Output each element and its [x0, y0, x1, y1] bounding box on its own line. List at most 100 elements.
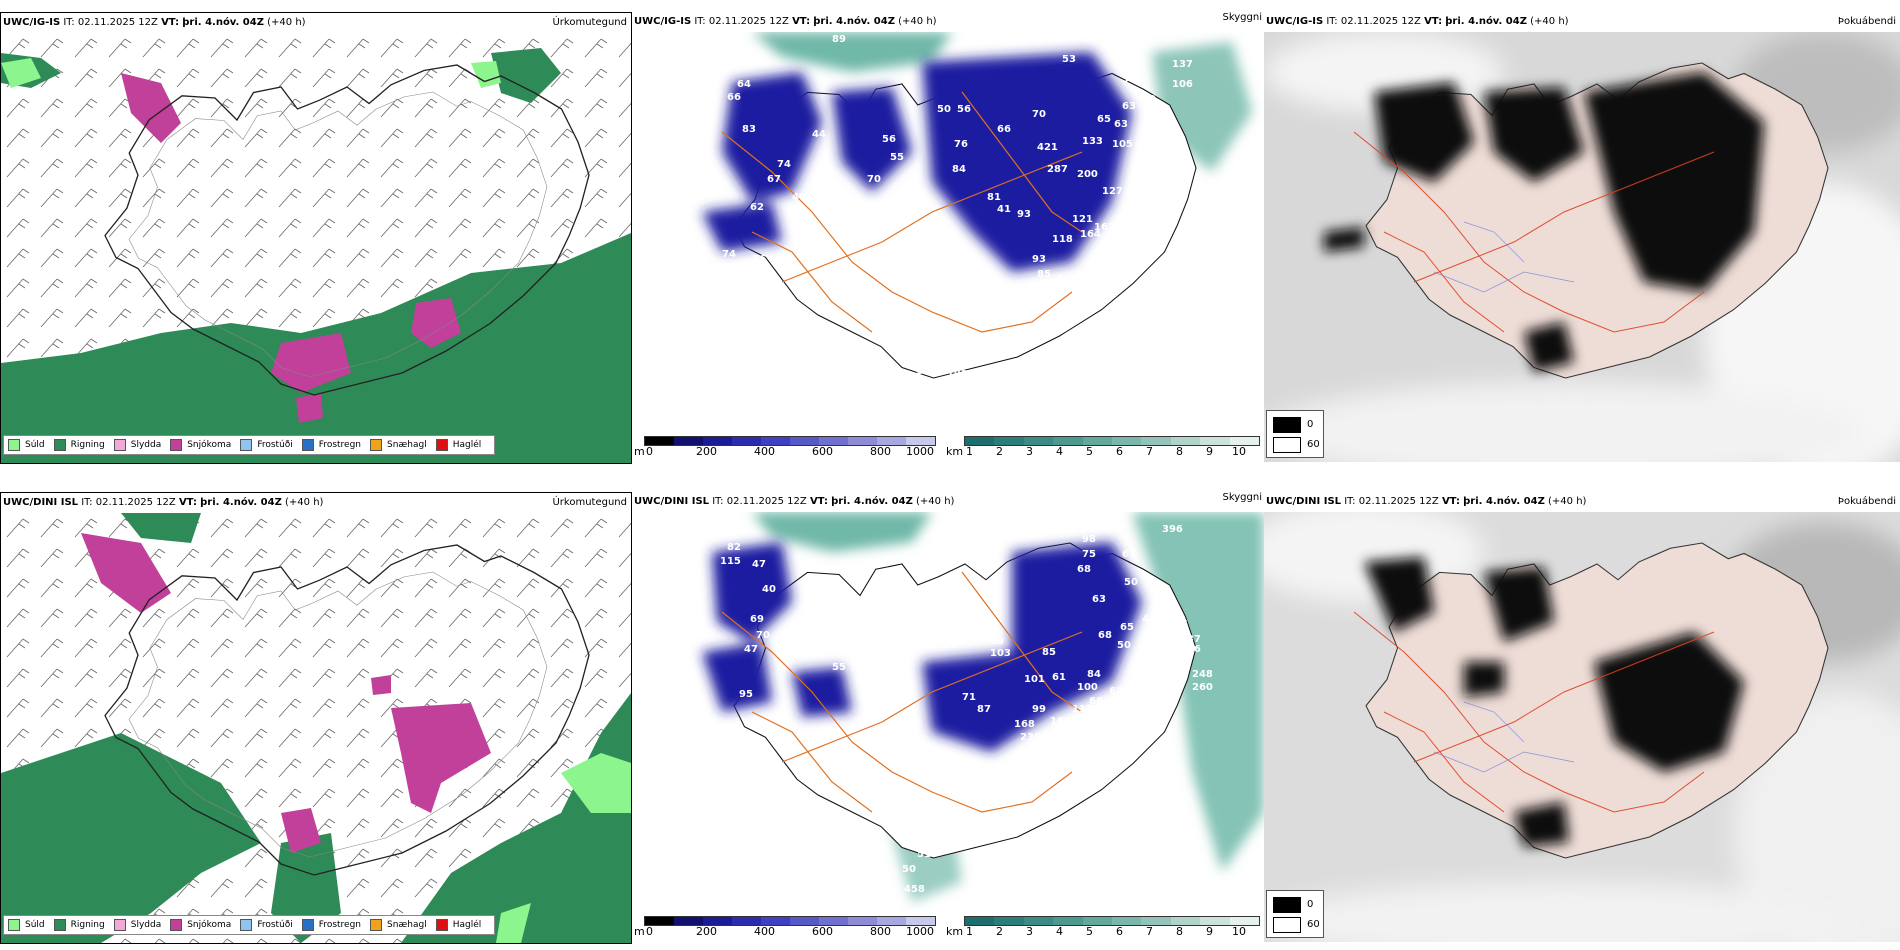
svg-text:40: 40 [762, 584, 776, 595]
svg-text:66: 66 [997, 124, 1011, 135]
panel-title: Úrkomutegund [552, 17, 627, 28]
svg-text:76: 76 [954, 139, 968, 150]
height-colorbar: m 0 200 400 600 800 1000 [634, 436, 938, 458]
svg-text:84: 84 [942, 640, 956, 651]
snow-area [121, 73, 461, 423]
precip-map [1, 33, 631, 463]
svg-text:47: 47 [752, 559, 766, 570]
color-cell [877, 437, 906, 445]
valid-time: þri. 4.nóv. 04Z [200, 497, 282, 508]
color-cell [1082, 917, 1113, 925]
colorbar-tick: 8 [1176, 925, 1183, 938]
legend-item: Snæhagl [370, 439, 427, 451]
svg-text:162: 162 [1094, 222, 1115, 233]
svg-text:53: 53 [1062, 54, 1076, 65]
svg-text:98: 98 [1082, 534, 1096, 545]
legend-item: Slydda [113, 919, 161, 931]
svg-text:121: 121 [1072, 214, 1093, 225]
svg-text:271: 271 [1030, 754, 1051, 765]
color-cell [877, 917, 906, 925]
color-cell [1141, 917, 1171, 925]
svg-text:82: 82 [727, 542, 741, 553]
svg-text:61: 61 [1052, 672, 1066, 683]
fog-map [1264, 32, 1900, 462]
legend-item: Haglél [435, 439, 481, 451]
fog-swatch-light [1273, 437, 1301, 453]
fog-swatch-light [1273, 917, 1301, 933]
svg-text:59: 59 [894, 607, 908, 618]
legend-item: Rigning [53, 919, 105, 931]
svg-text:248: 248 [1192, 669, 1213, 680]
colorbar-tick: 3 [1026, 445, 1033, 458]
drizzle-area [496, 753, 631, 943]
color-cell [1082, 437, 1113, 445]
fog-dark-area [1364, 557, 1744, 847]
color-cell [1023, 437, 1054, 445]
svg-text:44: 44 [812, 129, 826, 140]
precip-legend: Súld Rigning Slydda Snjókoma Frostúði Fr… [3, 915, 496, 935]
svg-text:50: 50 [1124, 577, 1138, 588]
low-ceiling-area [702, 542, 1142, 752]
valid-time: þri. 4.nóv. 04Z [182, 17, 264, 28]
svg-text:83: 83 [742, 124, 756, 135]
color-cell [848, 437, 877, 445]
colorbar-tick: 400 [754, 925, 775, 938]
svg-text:117: 117 [1072, 704, 1093, 715]
colorbar-tick: 400 [754, 445, 775, 458]
colorbar-tick: 3 [1026, 925, 1033, 938]
svg-text:130: 130 [1127, 186, 1148, 197]
svg-text:59: 59 [1142, 94, 1156, 105]
colorbar-unit: km [946, 445, 964, 458]
svg-text:1: 1 [1142, 234, 1149, 245]
svg-text:50: 50 [1117, 640, 1131, 651]
panel-header: UWC/DINI ISL IT: 02.11.2025 12Z VT: þri.… [634, 496, 955, 507]
legend-item: Frostregn [301, 919, 361, 931]
legend-item: Frostúði [240, 439, 293, 451]
colorbar-tick: 9 [1206, 445, 1213, 458]
color-cell [645, 437, 674, 445]
fog-legend: 0 60 [1266, 890, 1324, 938]
svg-text:66: 66 [1089, 696, 1103, 707]
color-cell [790, 437, 819, 445]
svg-text:99: 99 [1032, 704, 1046, 715]
svg-text:51: 51 [917, 849, 931, 860]
colorbar-tick: 7 [1146, 925, 1153, 938]
svg-text:65: 65 [1097, 114, 1111, 125]
svg-text:123: 123 [1127, 204, 1148, 215]
colorbar-tick: 2 [996, 925, 1003, 938]
svg-text:115: 115 [720, 556, 741, 567]
panel-header: UWC/DINI ISL IT: 02.11.2025 12Z VT: þri.… [1266, 496, 1587, 507]
color-cell [906, 437, 935, 445]
panel-title: Þokuábendi [1837, 16, 1896, 27]
svg-text:63: 63 [1092, 594, 1106, 605]
svg-text:137: 137 [1172, 59, 1193, 70]
svg-text:230: 230 [1020, 732, 1041, 743]
colorbar-tick: 5 [1086, 445, 1093, 458]
ceiling-labels: 89 53 137 64 106 66 50 59 63 83 50 56 70… [722, 34, 1193, 405]
color-cell [994, 437, 1024, 445]
svg-text:237: 237 [1180, 634, 1201, 645]
svg-text:100: 100 [1112, 222, 1133, 233]
svg-text:56: 56 [957, 104, 971, 115]
ceiling-panel-row1: UWC/IG-IS IT: 02.11.2025 12Z VT: þri. 4.… [632, 12, 1264, 464]
color-cell [1141, 437, 1171, 445]
svg-text:74: 74 [722, 249, 736, 260]
svg-text:44: 44 [1142, 614, 1156, 625]
svg-text:63: 63 [1122, 101, 1136, 112]
svg-text:89: 89 [832, 34, 846, 45]
svg-text:193: 193 [947, 369, 968, 380]
snow-area [81, 533, 491, 853]
svg-text:65: 65 [864, 632, 878, 643]
legend-item: Rigning [53, 439, 105, 451]
ceiling-map: 396 82 98 115 67 47 75 68 40 50 64 63 59… [702, 512, 1264, 902]
color-cell [1170, 437, 1201, 445]
svg-text:139: 139 [1075, 326, 1096, 337]
panel-title: Þokuábendi [1837, 496, 1896, 507]
svg-text:325: 325 [887, 654, 908, 665]
colorbar-unit: km [946, 925, 964, 938]
color-cell [732, 917, 761, 925]
ceiling-labels: 396 82 98 115 67 47 75 68 40 50 64 63 59… [720, 524, 1213, 895]
colorbar-tick: 7 [1146, 445, 1153, 458]
svg-text:458: 458 [904, 884, 925, 895]
lead-time: (+40 h) [285, 497, 324, 508]
